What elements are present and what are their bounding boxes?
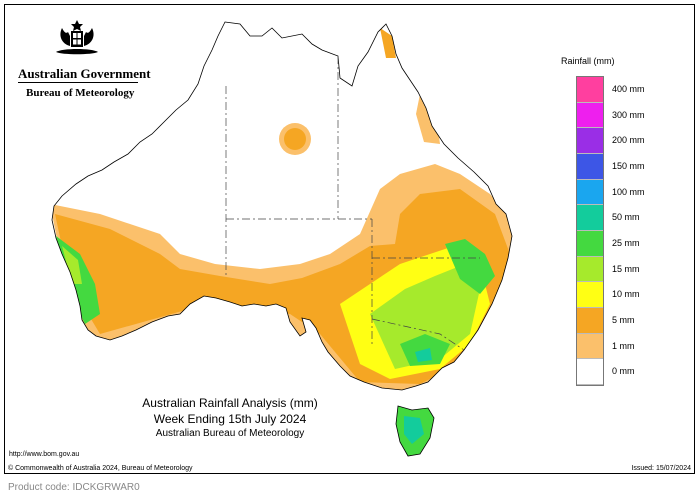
legend-label: 100 mm bbox=[612, 186, 645, 197]
legend-swatch bbox=[577, 308, 603, 334]
legend-swatch bbox=[577, 128, 603, 154]
bureau-title: Bureau of Meteorology bbox=[26, 87, 135, 99]
legend-swatch bbox=[577, 256, 603, 283]
legend-swatch bbox=[577, 179, 603, 206]
legend-label: 50 mm bbox=[612, 212, 640, 223]
copyright-text: © Commonwealth of Australia 2024, Bureau… bbox=[8, 465, 193, 472]
legend-title: Rainfall (mm) bbox=[561, 56, 615, 66]
legend-swatch bbox=[577, 359, 603, 385]
legend-swatch bbox=[577, 282, 603, 308]
website-link[interactable]: http://www.bom.gov.au bbox=[9, 451, 80, 458]
legend-label: 0 mm bbox=[612, 366, 635, 377]
rainfall-legend bbox=[576, 76, 604, 386]
caption-title: Australian Rainfall Analysis (mm) bbox=[142, 396, 318, 410]
issued-date: Issued: 15/07/2024 bbox=[631, 465, 691, 472]
rainfall-map bbox=[51, 21, 513, 457]
legend-swatch bbox=[577, 102, 603, 129]
legend-swatch bbox=[577, 205, 603, 231]
legend-label: 25 mm bbox=[612, 237, 640, 248]
legend-swatch bbox=[577, 77, 603, 103]
legend-label: 15 mm bbox=[612, 263, 640, 274]
title-divider bbox=[18, 82, 138, 83]
legend-swatch bbox=[577, 333, 603, 360]
caption-source: Australian Bureau of Meteorology bbox=[155, 428, 305, 439]
legend-label: 5 mm bbox=[612, 314, 635, 325]
government-logo bbox=[18, 18, 138, 104]
legend-label: 10 mm bbox=[612, 289, 640, 300]
legend-swatch bbox=[577, 231, 603, 257]
government-title: Australian Government bbox=[18, 66, 151, 81]
legend-label: 300 mm bbox=[612, 109, 645, 120]
legend-label: 200 mm bbox=[612, 135, 645, 146]
product-code: Product code: IDCKGRWAR0 bbox=[8, 482, 140, 493]
caption-period: Week Ending 15th July 2024 bbox=[153, 412, 307, 426]
legend-label: 400 mm bbox=[612, 83, 645, 94]
coat-of-arms-icon bbox=[56, 20, 98, 55]
legend-label: 150 mm bbox=[612, 160, 645, 171]
legend-label: 1 mm bbox=[612, 340, 635, 351]
legend-swatch bbox=[577, 154, 603, 180]
